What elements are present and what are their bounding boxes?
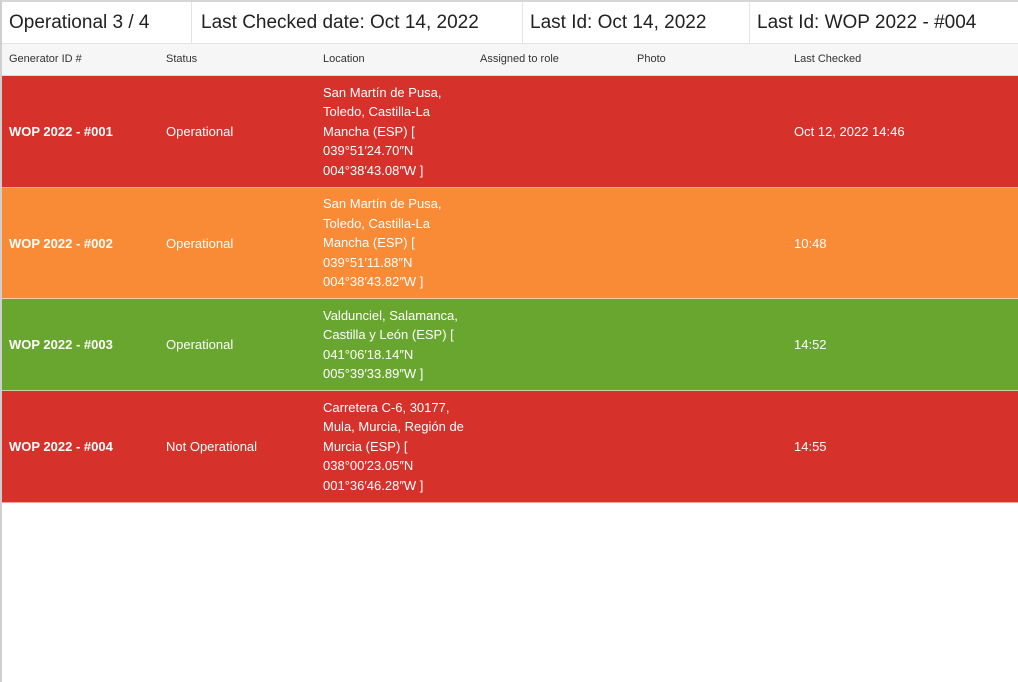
header-last-checked[interactable]: Last Checked — [794, 53, 862, 65]
generator-id: WOP 2022 - #003 — [9, 337, 113, 352]
status-cell: Operational — [166, 235, 234, 251]
header-assigned-role[interactable]: Assigned to role — [480, 53, 559, 65]
generator-id: WOP 2022 - #002 — [9, 235, 113, 251]
table-row[interactable]: WOP 2022 - #002 Operational San Martín d… — [2, 188, 1018, 299]
table-row[interactable]: WOP 2022 - #003 Operational Valdunciel, … — [2, 299, 1018, 391]
generators-table: Generator ID # Status Location Assigned … — [2, 44, 1018, 503]
operational-count: Operational 3 / 4 — [2, 2, 192, 43]
generator-id: WOP 2022 - #004 — [9, 439, 113, 454]
status-cell: Operational — [166, 337, 234, 352]
location-cell: San Martín de Pusa, Toledo, Castilla-La … — [323, 196, 442, 290]
summary-bar: Operational 3 / 4 Last Checked date: Oct… — [2, 2, 1018, 44]
last-checked-cell: Oct 12, 2022 14:46 — [794, 124, 905, 139]
generator-id: WOP 2022 - #001 — [9, 124, 113, 139]
last-id-date: Last Id: Oct 14, 2022 — [523, 2, 750, 43]
last-checked-cell: 14:52 — [794, 337, 827, 352]
header-location[interactable]: Location — [323, 53, 365, 65]
last-checked-date: Last Checked date: Oct 14, 2022 — [192, 2, 523, 43]
last-checked-cell: 14:55 — [794, 439, 827, 454]
table-header: Generator ID # Status Location Assigned … — [2, 44, 1018, 76]
location-cell: Valdunciel, Salamanca, Castilla y León (… — [323, 307, 458, 382]
location-cell: Carretera C-6, 30177, Mula, Murcia, Regi… — [323, 399, 464, 493]
location-cell: San Martín de Pusa, Toledo, Castilla-La … — [323, 84, 442, 178]
header-generator-id[interactable]: Generator ID # — [9, 53, 82, 65]
table-row[interactable]: WOP 2022 - #004 Not Operational Carreter… — [2, 391, 1018, 503]
last-checked-cell: 10:48 — [794, 235, 827, 251]
status-cell: Not Operational — [166, 439, 258, 454]
header-photo[interactable]: Photo — [637, 53, 666, 65]
status-cell: Operational — [166, 124, 234, 139]
header-status[interactable]: Status — [166, 53, 198, 65]
last-id: Last Id: WOP 2022 - #004 — [757, 12, 977, 33]
table-row[interactable]: WOP 2022 - #001 Operational San Martín d… — [2, 76, 1018, 188]
